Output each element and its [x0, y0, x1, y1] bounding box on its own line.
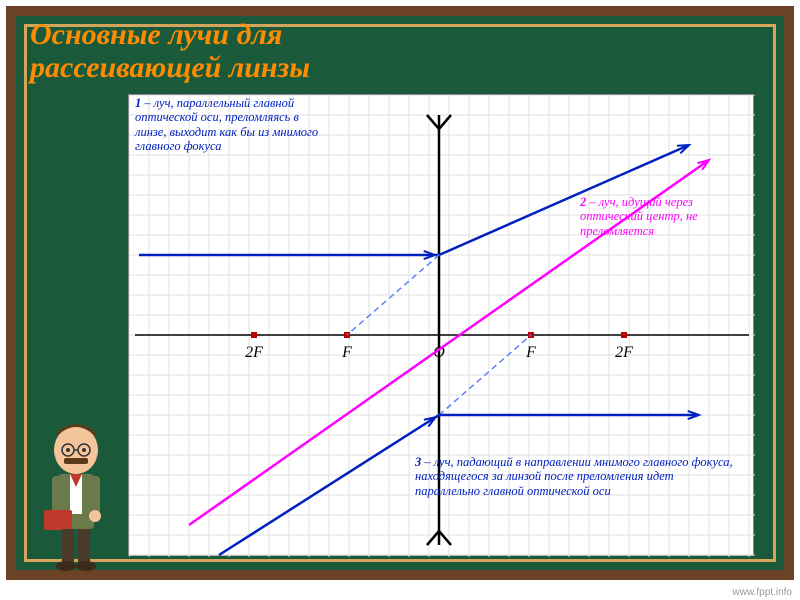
svg-text:F: F: [525, 344, 536, 361]
annotation-ray-2: 2 – луч, идущий через оптический центр, …: [580, 195, 745, 238]
teacher-character: [26, 412, 126, 572]
svg-text:2F: 2F: [245, 344, 263, 361]
annotation-ray-3: 3 – луч, падающий в направлении мнимого …: [415, 455, 735, 498]
svg-text:F: F: [341, 344, 352, 361]
footer-url: www.fppt.info: [733, 587, 792, 598]
page-title: Основные лучи для рассеивающей линзы: [30, 18, 310, 84]
svg-text:2F: 2F: [615, 344, 633, 361]
annotation-ray-1: 1 – луч, параллельный главной оптической…: [135, 96, 325, 154]
